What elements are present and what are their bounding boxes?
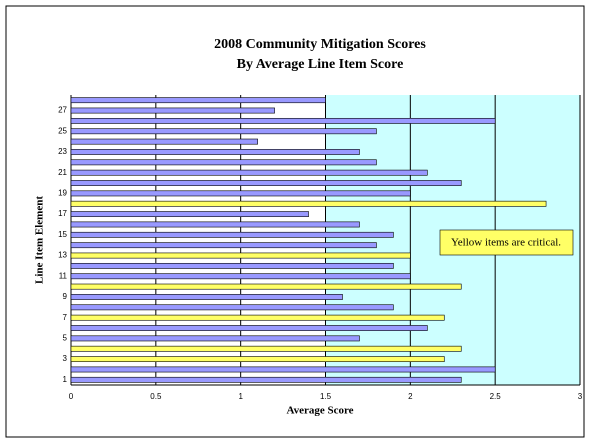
x-tick-label: 0.5 <box>150 392 162 401</box>
bar <box>70 107 275 114</box>
x-tick-label: 3 <box>578 392 583 401</box>
chart-title: 2008 Community Mitigation Scores <box>214 37 426 52</box>
bar <box>70 262 394 269</box>
y-tick-label: 23 <box>58 147 67 156</box>
bar <box>70 117 496 124</box>
bar <box>70 221 360 228</box>
annotation: Yellow items are critical. <box>451 237 561 249</box>
chart-subtitle: By Average Line Item Score <box>237 57 404 72</box>
y-axis-title: Line Item Element <box>34 196 46 284</box>
bar <box>70 294 343 300</box>
bar <box>70 252 411 259</box>
y-tick-label: 5 <box>63 334 68 343</box>
y-tick-label: 15 <box>58 230 67 239</box>
bar <box>70 97 326 104</box>
bar <box>70 159 377 166</box>
y-tick-label: 7 <box>63 313 68 322</box>
bar <box>70 180 462 186</box>
bar <box>70 128 377 135</box>
x-tick-label: 1 <box>238 392 243 401</box>
bar <box>70 138 258 145</box>
y-tick-label: 13 <box>58 251 67 260</box>
bar <box>70 149 360 155</box>
bar <box>70 273 411 280</box>
x-axis-title: Average Score <box>286 405 353 417</box>
y-tick-label: 21 <box>58 168 67 177</box>
y-tick-label: 3 <box>63 354 68 363</box>
annotation-box <box>439 229 574 256</box>
y-tick-label: 17 <box>58 209 67 218</box>
bar <box>70 200 547 207</box>
x-tick-label: 2.5 <box>490 392 502 401</box>
x-tick-label: 0 <box>69 392 74 401</box>
bar <box>70 325 428 331</box>
y-tick-label: 27 <box>58 106 67 115</box>
bar <box>70 356 445 363</box>
x-tick-label: 2 <box>408 392 413 401</box>
bar <box>70 190 411 197</box>
y-tick-label: 1 <box>63 375 68 384</box>
bar <box>70 345 462 352</box>
y-tick-label: 9 <box>63 292 68 301</box>
bar <box>70 376 462 383</box>
bar <box>70 242 377 249</box>
bar <box>70 304 394 311</box>
bar <box>70 211 309 218</box>
x-tick-label: 1.5 <box>320 392 332 401</box>
y-tick-label: 11 <box>59 271 68 280</box>
bar <box>70 314 445 321</box>
y-tick-label: 19 <box>58 189 67 198</box>
bar <box>70 335 360 342</box>
bar <box>70 169 428 176</box>
bar <box>70 231 394 238</box>
y-tick-label: 25 <box>58 126 67 135</box>
bar <box>70 366 496 373</box>
bar <box>70 283 462 290</box>
